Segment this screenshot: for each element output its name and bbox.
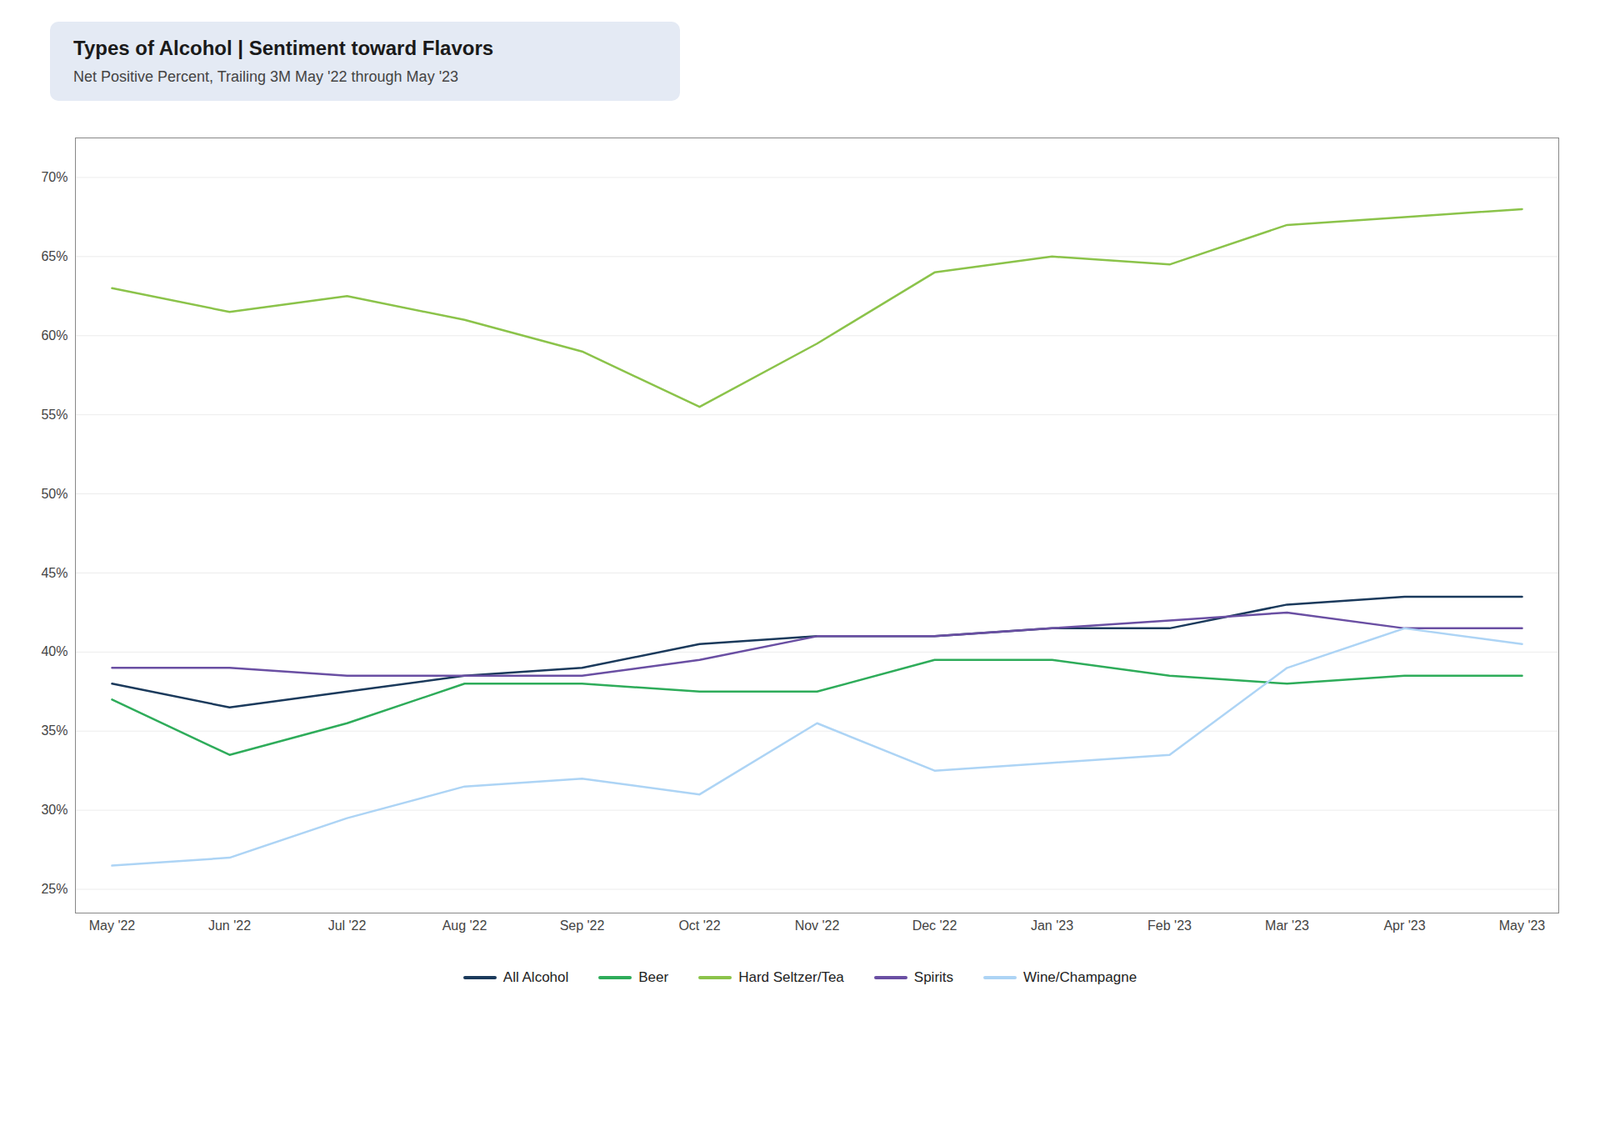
svg-text:May '23: May '23: [1499, 918, 1546, 933]
html-text:Beer: Beer: [638, 969, 669, 985]
svg-text:45%: 45%: [40, 565, 68, 580]
html-text:Net Positive Percent, Trailing: Net Positive Percent, Trailing 3M May '2…: [73, 68, 459, 85]
svg-text:65%: 65%: [40, 249, 68, 264]
svg-text:May '22: May '22: [89, 918, 136, 933]
svg-text:Nov '22: Nov '22: [795, 918, 840, 933]
svg-text:Jul '22: Jul '22: [328, 918, 367, 933]
svg-text:Feb '23: Feb '23: [1147, 918, 1192, 933]
svg-text:40%: 40%: [40, 644, 68, 659]
svg-text:Apr '23: Apr '23: [1383, 918, 1425, 933]
svg-text:Jun '22: Jun '22: [208, 918, 251, 933]
svg-text:35%: 35%: [40, 723, 68, 738]
html-text:Hard Seltzer/Tea: Hard Seltzer/Tea: [738, 969, 844, 985]
html-text:Spirits: Spirits: [914, 969, 954, 985]
html-text:All Alcohol: All Alcohol: [503, 969, 569, 985]
svg-text:30%: 30%: [40, 802, 68, 817]
svg-text:25%: 25%: [40, 881, 68, 896]
svg-text:Dec '22: Dec '22: [912, 918, 958, 933]
svg-text:Jan '23: Jan '23: [1030, 918, 1074, 933]
svg-text:Sep '22: Sep '22: [560, 918, 605, 933]
svg-text:Oct '22: Oct '22: [678, 918, 720, 933]
html-text:Types of Alcohol | Sentiment t: Types of Alcohol | Sentiment toward Flav…: [73, 36, 494, 60]
svg-text:Aug '22: Aug '22: [442, 918, 488, 933]
svg-text:Mar '23: Mar '23: [1265, 918, 1310, 933]
svg-text:70%: 70%: [40, 170, 68, 185]
html-text:Wine/Champagne: Wine/Champagne: [1023, 969, 1137, 985]
svg-text:60%: 60%: [40, 328, 68, 343]
svg-text:55%: 55%: [40, 407, 68, 422]
svg-text:50%: 50%: [40, 486, 68, 501]
